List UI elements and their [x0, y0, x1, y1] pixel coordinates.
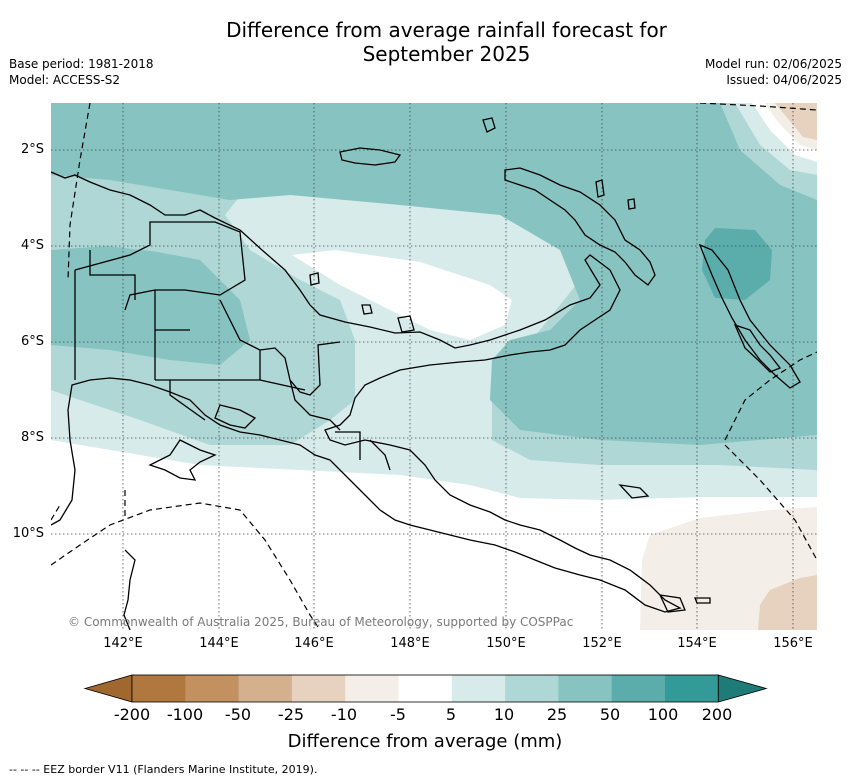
colorbar-tick: 10	[493, 705, 515, 724]
meta-right: Model run: 02/06/2025 Issued: 04/06/2025	[705, 56, 842, 88]
lon-label-150e: 150°E	[486, 636, 526, 651]
new-britain	[504, 167, 656, 286]
lon-label-142e: 142°E	[103, 636, 143, 651]
colorbar-cell	[291, 675, 346, 702]
small-island-2	[309, 272, 320, 286]
new-guinea-coast	[51, 171, 682, 613]
meta-left: Base period: 1981-2018 Model: ACCESS-S2	[9, 56, 154, 88]
band-minus10-25mm-northeast	[775, 103, 817, 140]
cape-york	[123, 549, 136, 630]
small-island-6	[627, 198, 636, 210]
lon-label-144e: 144°E	[199, 636, 239, 651]
colorbar-cells	[83, 674, 768, 703]
colorbar-tick: -10	[330, 705, 358, 724]
colorbar-cell	[345, 675, 399, 702]
fly-river-delta	[148, 439, 217, 481]
colorbar-cell	[665, 675, 719, 702]
colorbar-tick: -5	[390, 705, 406, 724]
colorbar-tick: -25	[277, 705, 305, 724]
band-near-average-inner	[292, 250, 512, 340]
colorbar-extend-high	[717, 674, 768, 703]
band-minus10-25mm-southeast	[758, 575, 817, 630]
model-run: Model run: 02/06/2025	[704, 57, 842, 71]
colorbar-cell	[132, 675, 186, 702]
colorbar-cell	[505, 675, 559, 702]
small-island-3	[397, 315, 415, 333]
lon-label-152e: 152°E	[582, 636, 622, 651]
small-island-8	[658, 594, 686, 613]
manus-island	[339, 147, 402, 166]
eez-border	[51, 103, 817, 630]
small-island-4	[361, 304, 373, 315]
small-island-7	[618, 484, 650, 499]
base-period: Base period: 1981-2018	[9, 57, 154, 71]
small-island-9	[694, 597, 711, 604]
new-ireland	[698, 243, 801, 389]
colorbar-cell	[451, 675, 506, 702]
colorbar-tick: 5	[445, 705, 457, 724]
bougainville-islands	[733, 323, 782, 373]
colorbar-tick: 200	[701, 705, 733, 724]
colorbar-tick: -100	[166, 705, 204, 724]
lon-label-146e: 146°E	[294, 636, 334, 651]
colorbar-tick: -200	[113, 705, 151, 724]
lat-label-8s: 8°S	[20, 430, 44, 445]
band-10-25mm-west-inner	[51, 178, 222, 255]
colorbar-title: Difference from average (mm)	[287, 731, 563, 752]
province-borders	[74, 221, 391, 471]
lat-label-2s: 2°S	[20, 142, 44, 157]
lat-label-6s: 6°S	[20, 334, 44, 349]
band-25-50mm	[51, 103, 817, 445]
colorbar-tick: 50	[599, 705, 621, 724]
colorbar-extend-low	[83, 674, 133, 703]
map-title: Difference from average rainfall forecas…	[0, 18, 850, 66]
model-name: Model: ACCESS-S2	[9, 73, 121, 87]
copyright-notice: © Commonwealth of Australia 2025, Bureau…	[68, 615, 574, 629]
colorbar-cell	[238, 675, 293, 702]
lat-label-10s: 10°S	[12, 526, 44, 541]
title-line-1: Difference from average rainfall forecas…	[226, 18, 667, 42]
colorbar-cell	[611, 675, 666, 702]
eez-footnote: -- -- -- EEZ border V11 (Flanders Marine…	[9, 763, 318, 776]
lon-label-154e: 154°E	[677, 636, 717, 651]
small-island-5	[595, 179, 605, 198]
rainfall-shading	[51, 103, 817, 630]
colorbar-tick: -50	[224, 705, 252, 724]
frederik-hendrik-island	[214, 404, 257, 429]
colorbar-tick: 100	[647, 705, 679, 724]
colorbar-tick: 25	[546, 705, 568, 724]
issued-date: Issued: 04/06/2025	[726, 73, 842, 87]
coastlines	[51, 117, 801, 630]
colorbar-cell	[558, 675, 613, 702]
colorbar-cell	[398, 675, 453, 702]
lat-label-4s: 4°S	[20, 238, 44, 253]
lon-label-156e: 156°E	[773, 636, 813, 651]
colorbar-cell	[185, 675, 240, 702]
small-island-1	[482, 117, 496, 133]
title-line-2: September 2025	[362, 42, 531, 66]
lon-label-148e: 148°E	[390, 636, 430, 651]
